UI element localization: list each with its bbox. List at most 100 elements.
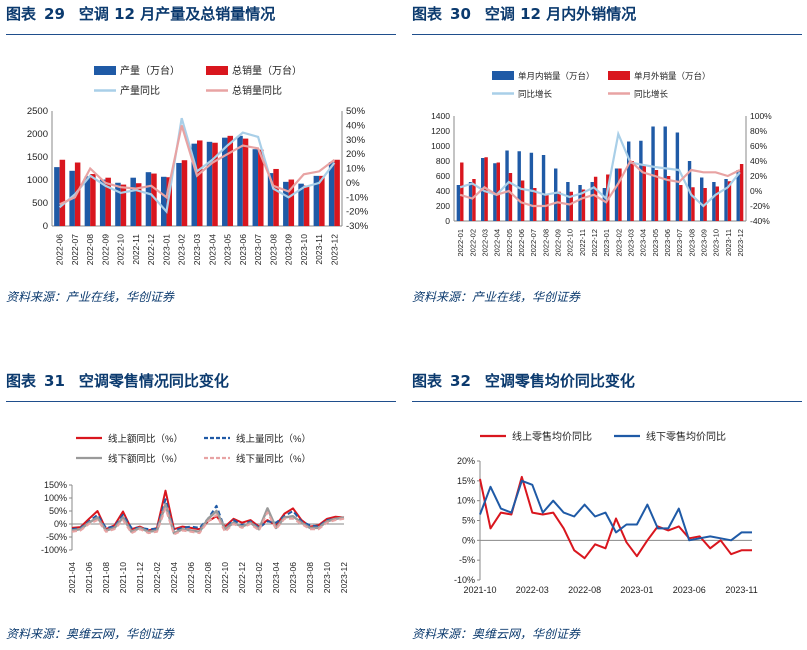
y-tick-label-left: 200 [436,201,450,211]
panel-title: 图表 31 空调零售情况同比变化 [6,367,396,397]
figure-label: 图表 [412,372,443,390]
y-tick-label-right: 0% [346,178,360,189]
bar [160,176,167,226]
x-tick-label: 2023-07 [253,234,263,265]
x-tick-label: 2022-05 [505,229,514,257]
y-tick-label-left: 0 [43,221,48,232]
bar [456,185,461,221]
bar [99,179,106,226]
legend-label: 产量（万台） [120,64,180,77]
y-tick-label-right: 20% [346,149,366,160]
x-tick-label: 2022-08 [203,562,213,593]
x-tick-label: 2022-04 [493,229,502,257]
x-tick-label: 2022-08 [541,229,550,257]
x-tick-label: 2023-02 [614,229,623,257]
x-tick-label: 2021-12 [135,562,145,593]
y-tick-label: -50% [46,532,67,542]
x-tick-label: 2023-10 [299,234,309,265]
y-tick-label: 150% [44,480,67,490]
title-rule [412,401,802,402]
series-line [71,507,345,536]
y-tick-label-left: 1500 [27,152,48,163]
x-tick-label: 2022-11 [578,229,587,256]
x-tick-label: 2022-03 [480,229,489,257]
figure-number: 30 [450,5,471,23]
bar [468,182,473,221]
source-note: 资料来源：产业在线，华创证券 [6,290,175,304]
bar [529,152,534,221]
figure-number: 31 [44,372,65,390]
bar [651,126,655,221]
bar [666,176,671,221]
panel-title: 图表 30 空调 12 月内外销情况 [412,0,802,30]
series-line [459,130,741,208]
legend-label: 同比增长 [518,89,553,99]
y-tick-label: -100% [41,545,67,555]
y-tick-label-left: 1000 [27,175,48,186]
chart-30-svg: 0 200 400 600 800 1000 1200 1400 -40% -20% 0% 20% 40… [431,71,772,257]
series-line [459,159,741,208]
x-tick-label: 2023-04 [639,229,648,257]
bar [578,185,582,221]
figure-number: 32 [450,372,471,390]
bar [581,189,586,221]
panel-chart-31: 图表 31 空调零售情况同比变化 -100% -50% 0% 50% 100% 150% 202… [6,367,396,650]
bar [715,186,719,221]
legend-label: 产量同比 [120,84,160,97]
bar [739,164,744,221]
x-tick-label: 2023-10 [322,562,332,593]
x-tick-label: 2022-10 [566,229,575,257]
legend-label: 总销量同比 [232,84,282,97]
y-tick-label-right: 10% [346,164,366,175]
figure-label: 图表 [412,5,443,23]
x-tick-label: 2022-12 [146,234,156,265]
bar [151,173,157,226]
bar [533,188,537,221]
y-tick-label-right: 50% [346,106,366,117]
x-tick-label: 2023-08 [305,562,315,593]
bar [288,179,295,226]
bar [627,141,631,221]
x-tick-label: 2021-04 [67,562,77,593]
bar [569,191,573,221]
series-line [479,479,752,542]
bar [590,182,594,221]
x-tick-label: 2022-02 [468,229,477,257]
y-tick-label-left: 1000 [431,141,450,151]
y-tick-label-left: 600 [436,171,450,181]
bar [472,179,476,221]
legend-label: 线上量同比（%） [236,433,311,445]
y-tick-label-left: 800 [436,156,450,166]
panel-title: 图表 29 空调 12 月产量及总销量情况 [6,0,396,30]
legend-swatch [608,71,630,80]
bar [614,168,619,221]
y-tick-label-right: -10% [346,192,369,203]
panel-chart-29: 图表 29 空调 12 月产量及总销量情况 0 500 1000 1500 2000 2500… [6,0,396,320]
bar [334,159,340,226]
y-tick-label-right: -20% [346,207,369,218]
y-tick-label: 50% [49,506,67,516]
bar [176,162,182,226]
x-tick-label: 2023-11 [724,229,733,256]
x-tick-label: 2023-06 [288,562,298,593]
series-line [479,475,752,560]
x-tick-label: 2023-06 [673,585,706,595]
y-tick-label-right: 0% [750,186,763,196]
y-tick-label-right: 40% [750,156,767,166]
bar [242,138,249,226]
bar [313,175,320,226]
x-tick-label: 2021-06 [84,562,94,593]
bar [237,135,243,226]
x-tick-label: 2023-06 [238,234,248,265]
y-tick-label-left: 0 [445,216,450,226]
x-tick-label: 2022-08 [85,234,95,265]
panel-chart-32: 图表 32 空调零售均价同比变化 -10% -5% 0% 5% 10% 15% 20% 2021-… [412,367,802,650]
bar [303,185,310,226]
bar [618,168,622,221]
y-tick-label-left: 1400 [431,111,450,121]
x-tick-label: 2022-10 [220,562,230,593]
x-tick-label: 2023-03 [192,234,202,265]
y-tick-label-right: -20% [750,201,770,211]
x-tick-label: 2023-11 [314,234,324,265]
title-rule [6,34,396,35]
